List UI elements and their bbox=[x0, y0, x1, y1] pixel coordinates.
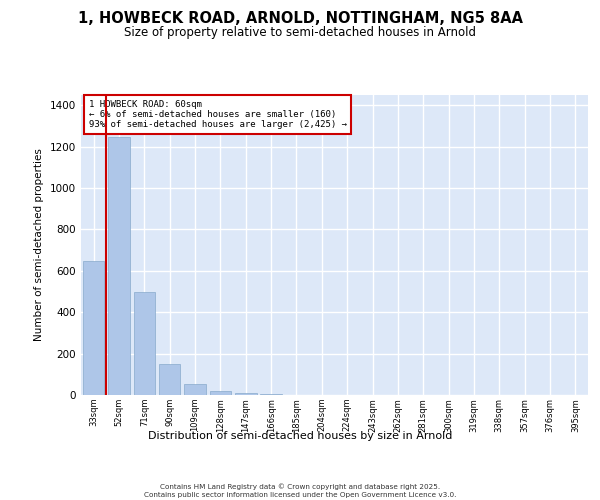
Bar bbox=[260, 394, 282, 395]
Text: 1 HOWBECK ROAD: 60sqm
← 6% of semi-detached houses are smaller (160)
93% of semi: 1 HOWBECK ROAD: 60sqm ← 6% of semi-detac… bbox=[89, 100, 347, 130]
Y-axis label: Number of semi-detached properties: Number of semi-detached properties bbox=[34, 148, 44, 342]
Bar bbox=[83, 261, 104, 395]
Bar bbox=[159, 364, 181, 395]
Bar bbox=[108, 137, 130, 395]
Text: Contains HM Land Registry data © Crown copyright and database right 2025.
Contai: Contains HM Land Registry data © Crown c… bbox=[144, 484, 456, 498]
Text: Size of property relative to semi-detached houses in Arnold: Size of property relative to semi-detach… bbox=[124, 26, 476, 39]
Text: 1, HOWBECK ROAD, ARNOLD, NOTTINGHAM, NG5 8AA: 1, HOWBECK ROAD, ARNOLD, NOTTINGHAM, NG5… bbox=[77, 11, 523, 26]
Bar bbox=[209, 391, 231, 395]
Bar bbox=[184, 384, 206, 395]
Text: Distribution of semi-detached houses by size in Arnold: Distribution of semi-detached houses by … bbox=[148, 431, 452, 441]
Bar bbox=[134, 292, 155, 395]
Bar bbox=[235, 394, 257, 395]
